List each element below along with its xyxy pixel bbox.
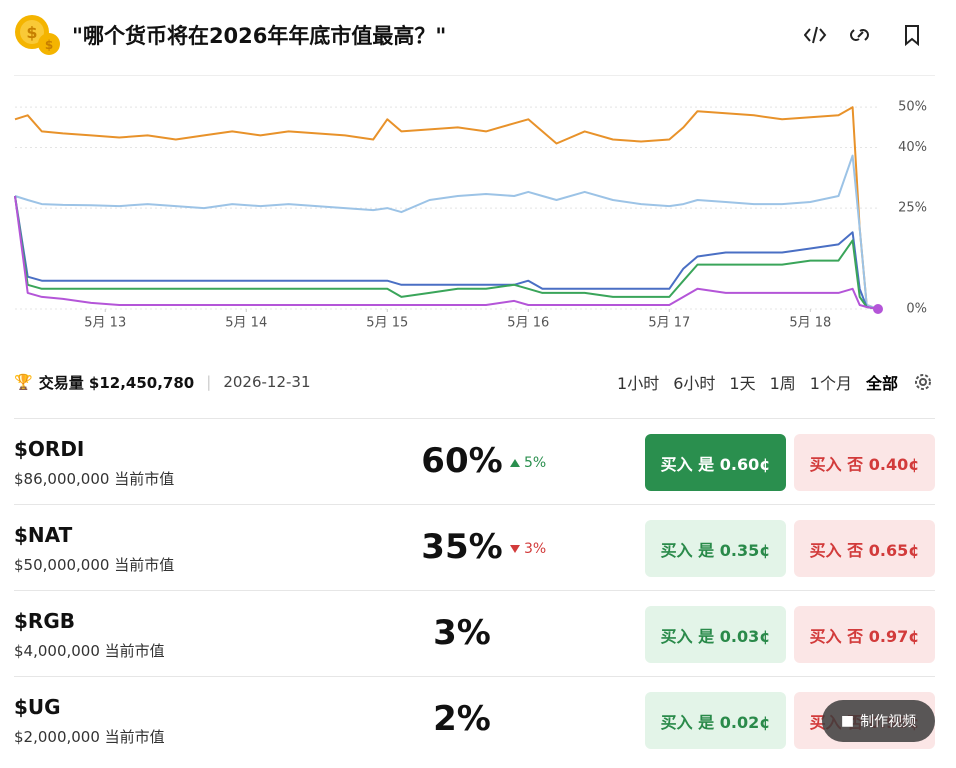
chart: 0% 25% 40% 50% 5月 13 5月 14 5月 15 5月 16 5月 17 5月 1… <box>14 100 927 331</box>
time-tab[interactable]: 6小时 <box>673 374 716 393</box>
end-dot <box>873 304 883 314</box>
tabs: 1小时 6小时 1天 1周 1个月 全部 <box>603 370 898 394</box>
change-arrow <box>510 545 520 553</box>
chance-change: 3% <box>510 541 546 557</box>
y-tick-label: 0% <box>906 302 927 317</box>
svg-text:$: $ <box>26 23 37 42</box>
buy-yes-button[interactable]: 买入 是 0.35¢ <box>645 520 786 577</box>
buy-yes-button[interactable]: 买入 是 0.03¢ <box>645 606 786 663</box>
market-cap: $2,000,000 当前市值 <box>14 728 165 746</box>
series-line <box>14 154 879 310</box>
coin-icon: $ $ <box>15 15 60 55</box>
make-video-button[interactable]: ■ 制作视频 <box>822 700 935 742</box>
buy-yes-button[interactable]: 买入 是 0.60¢ <box>645 434 786 491</box>
series-line <box>14 106 879 310</box>
time-tab[interactable]: 1天 <box>729 374 756 393</box>
x-tick-label: 5月 16 <box>507 316 549 331</box>
market-name: $UG <box>14 695 61 719</box>
market-cap: $86,000,000 当前市值 <box>14 470 175 488</box>
market-row: $ORDI $86,000,000 当前市值 60% 5% 买入 是 0.60¢ 买入 否… <box>14 418 935 505</box>
buy-no-button[interactable]: 买入 否 0.40¢ <box>794 434 935 491</box>
end-date: 2026-12-31 <box>223 373 311 391</box>
time-tab[interactable]: 1小时 <box>617 374 660 393</box>
settings-icon[interactable] <box>912 371 934 393</box>
market-row: $NAT $50,000,000 当前市值 35% 3% 买入 是 0.35¢ 买入 否 … <box>14 504 935 591</box>
x-tick-label: 5月 14 <box>225 316 267 331</box>
time-tab[interactable]: 全部 <box>865 374 898 393</box>
market-cap: $50,000,000 当前市值 <box>14 556 175 574</box>
info-bar: 🏆 交易量 $12,450,780 | 2026-12-31 1小时 6小时 1天 1… <box>14 370 934 394</box>
change-value: 5% <box>524 455 547 471</box>
y-tick-label: 40% <box>898 140 927 155</box>
market-chance: 3% <box>433 613 491 653</box>
time-tab[interactable]: 1个月 <box>809 374 852 393</box>
volume: 交易量 $12,450,780 <box>38 373 195 392</box>
change-value: 3% <box>524 541 547 557</box>
market-name: $ORDI <box>14 437 85 461</box>
overlay-label: 制作视频 <box>860 714 917 730</box>
buy-no-button[interactable]: 买入 否 0.97¢ <box>794 606 935 663</box>
y-tick-label: 25% <box>898 201 927 216</box>
buy-yes-button[interactable]: 买入 是 0.02¢ <box>645 692 786 749</box>
series-line <box>14 195 879 310</box>
svg-text:$: $ <box>45 38 53 52</box>
x-tick-label: 5月 15 <box>366 316 408 331</box>
buy-no-button[interactable]: 买入 否 0.65¢ <box>794 520 935 577</box>
market-name: $RGB <box>14 609 75 633</box>
page-title: "哪个货币将在2026年年底市值最高？" <box>72 24 447 48</box>
change-arrow <box>510 459 520 467</box>
x-tick-label: 5月 17 <box>648 316 690 331</box>
market-cap: $4,000,000 当前市值 <box>14 642 165 660</box>
market-chance: 35% <box>421 527 503 567</box>
chance-change: 5% <box>510 455 546 471</box>
video-icon: ■ <box>840 713 855 729</box>
x-tick-label: 5月 13 <box>84 316 126 331</box>
separator: | <box>206 373 212 391</box>
series-line <box>14 195 879 310</box>
market-row: $RGB $4,000,000 当前市值 3% 买入 是 0.03¢ 买入 否 0.97… <box>14 590 935 677</box>
market-chance: 2% <box>433 699 491 739</box>
market-chance: 60% <box>421 441 503 481</box>
divider <box>14 75 935 76</box>
x-tick-label: 5月 18 <box>789 316 831 331</box>
trophy-icon: 🏆 <box>14 373 33 391</box>
y-tick-label: 50% <box>898 100 927 115</box>
market-name: $NAT <box>14 523 73 547</box>
toolbar-icons[interactable] <box>804 22 924 48</box>
series-line <box>14 195 879 310</box>
time-tab[interactable]: 1周 <box>769 374 796 393</box>
